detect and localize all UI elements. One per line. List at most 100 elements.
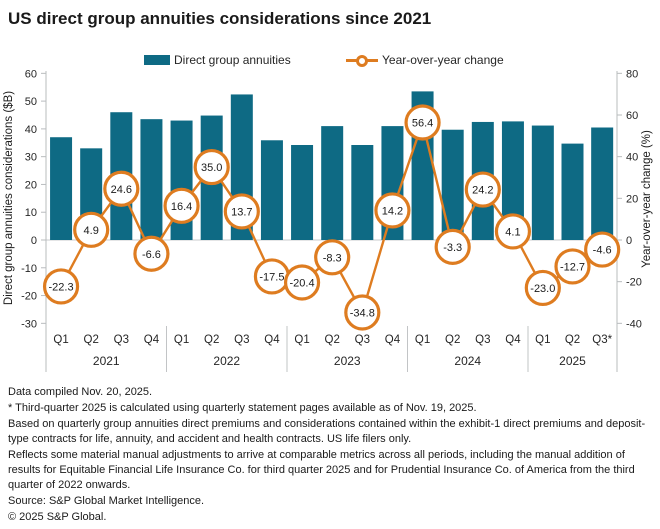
quarter-tick-label: Q1 [174,334,189,346]
yoy-data-label: 4.1 [505,226,520,238]
quarter-tick-label: Q1 [53,334,68,346]
quarter-tick-label: Q3 [475,334,490,346]
quarter-tick-label: Q1 [535,334,550,346]
footnotes: Data compiled Nov. 20, 2025. * Third-quar… [8,385,654,526]
right-axis-tick-label: 0 [626,235,632,247]
right-axis-tick-label: 60 [626,110,638,122]
yoy-data-label: 13.7 [231,206,252,218]
bar-2021-Q1 [50,137,73,240]
right-axis-tick-label: -40 [626,318,642,330]
yoy-marker-2021-Q3 [103,170,140,207]
yoy-marker-2022-Q2 [193,148,230,186]
yoy-data-label: -22.3 [49,281,74,293]
year-tick-label: 2025 [559,354,586,368]
quarter-tick-label: Q2 [204,334,219,346]
yoy-data-label: -6.6 [142,249,161,261]
yoy-marker-2024-Q2 [434,228,471,265]
yoy-marker-2025-Q2 [554,248,591,285]
yoy-data-label: 24.6 [111,184,132,196]
yoy-data-label: -17.5 [259,271,284,283]
yoy-data-label: 14.2 [382,205,403,217]
left-axis-tick-label: 0 [31,235,37,247]
bar-2021-Q4 [140,119,163,240]
left-axis-tick-label: 10 [25,207,37,219]
left-axis-tick-label: 20 [25,179,37,191]
quarter-tick-label: Q2 [84,334,99,346]
chart-title: US direct group annuities considerations… [8,9,432,28]
yoy-data-label: -4.6 [593,245,612,257]
left-axis-tick-label: -20 [21,291,37,303]
bar-2024-Q2 [441,129,464,240]
left-axis-title: Direct group annuities considerations ($… [3,91,15,305]
quarter-tick-label: Q3 [234,334,249,346]
legend-bar-label: Direct group annuities [174,53,291,67]
left-axis-tick-label: 60 [25,68,37,80]
quarter-tick-label: Q2 [565,334,580,346]
yoy-data-label: 24.2 [472,185,493,197]
right-axis-tick-label: -20 [626,277,642,289]
legend-line-label: Year-over-year change [382,53,504,67]
legend: Direct group annuities Year-over-year ch… [0,51,660,69]
yoy-data-label: -3.3 [443,242,462,254]
quarter-tick-label: Q1 [415,334,430,346]
bar-2023-Q2 [321,126,344,240]
yoy-marker-2023-Q3 [344,294,381,331]
quarter-tick-label: Q3* [592,334,612,346]
quarter-tick-label: Q4 [264,334,280,346]
right-axis-title: Year-over-year change (%) [641,130,653,268]
left-axis-tick-label: -30 [21,318,37,330]
right-axis-tick-label: 80 [626,68,638,80]
year-tick-label: 2021 [93,354,120,368]
footnote-line: © 2025 S&P Global. [8,511,107,523]
bar-2025-Q3 [591,127,614,240]
yoy-marker-2025-Q3 [584,231,621,268]
yoy-marker-2021-Q2 [73,211,110,248]
yoy-marker-2023-Q1 [283,264,321,301]
bar-2022-Q4 [260,140,283,240]
yoy-marker-2024-Q3 [464,171,501,208]
footnote-line: * Third-quarter 2025 is calculated using… [8,402,477,414]
yoy-data-label: -34.8 [350,308,375,320]
line-marker-icon [346,54,378,67]
yoy-data-label: 56.4 [412,118,433,130]
quarter-tick-label: Q3 [114,334,129,346]
right-axis-tick-label: 40 [626,152,638,164]
left-axis-tick-label: -10 [21,263,37,275]
quarter-tick-label: Q2 [445,334,460,346]
yoy-data-label: 35.0 [201,162,222,174]
bar-2024-Q4 [501,121,524,240]
yoy-marker-2023-Q4 [374,192,411,229]
yoy-marker-2025-Q1 [524,269,561,307]
left-axis-tick-label: 30 [25,152,37,164]
bar-2025-Q1 [531,125,554,240]
yoy-marker-2022-Q3 [223,193,260,230]
yoy-marker-2024-Q4 [494,213,532,250]
yoy-data-label: -20.4 [290,278,315,290]
combo-chart: 60 50 40 30 20 10 0 -10 -20 -30 80 60 40 20 0 -20 -40 Q1 Q… [3,68,653,372]
legend-item-direct-group-annuities: Direct group annuities [144,51,291,69]
bar-2023-Q3 [351,145,374,240]
legend-item-yoy-change: Year-over-year change [346,51,504,69]
quarter-tick-label: Q2 [325,334,340,346]
left-axis-tick-label: 40 [25,124,37,136]
footnote-line: Source: S&P Global Market Intelligence. [8,495,205,507]
bar-2025-Q2 [561,143,584,240]
yoy-data-label: -23.0 [530,283,555,295]
yoy-data-label: 4.9 [84,225,99,237]
yoy-data-label: 16.4 [171,201,192,213]
footnote-line: Reflects some material manual adjustment… [8,449,635,491]
bar-2023-Q1 [291,145,314,240]
yoy-marker-2024-Q1 [404,104,441,141]
yoy-marker-2021-Q4 [133,235,170,272]
year-tick-label: 2024 [454,354,481,368]
footnote-line: Based on quarterly group annuities direc… [8,418,646,445]
quarter-tick-label: Q3 [355,334,370,346]
quarter-tick-label: Q4 [505,334,521,346]
right-axis-tick-label: 20 [626,193,638,205]
bar-swatch-icon [144,55,170,65]
left-axis-tick-label: 50 [25,96,37,108]
yoy-data-label: -12.7 [560,261,585,273]
yoy-data-label: -8.3 [323,252,342,264]
quarter-tick-label: Q4 [144,334,160,346]
